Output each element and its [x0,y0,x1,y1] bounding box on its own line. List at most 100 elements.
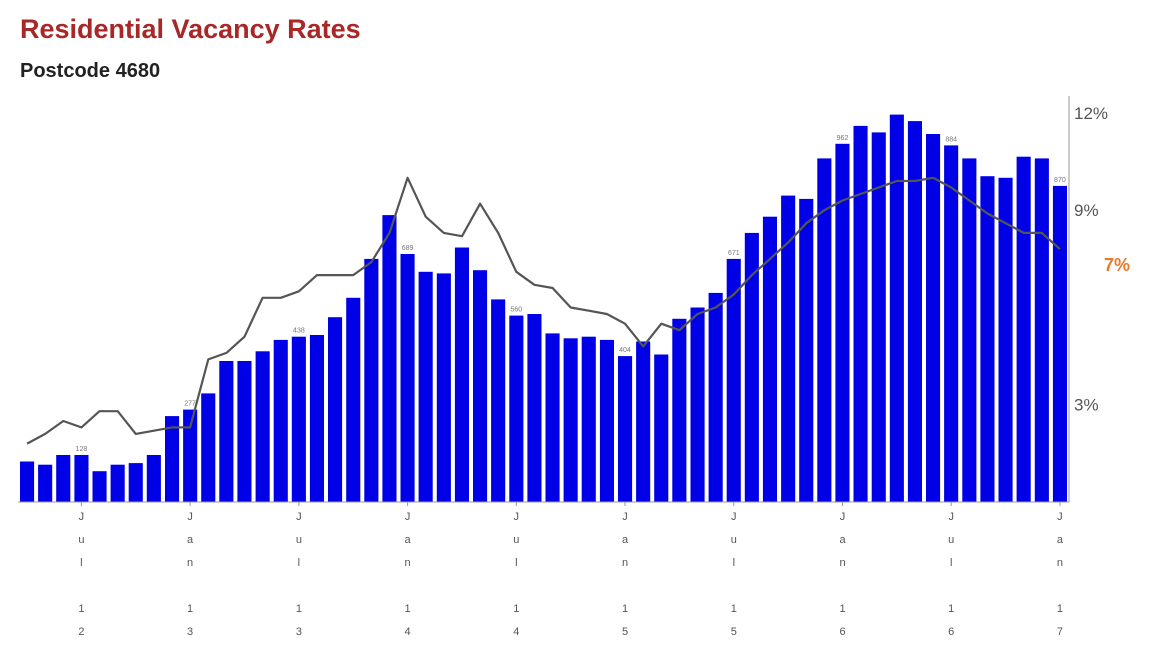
x-tick-char: J [405,511,411,523]
bar [835,143,850,503]
x-tick-char: n [405,557,411,569]
x-tick-label: Jan 1 4 [405,502,412,638]
x-tick-label: Jul 1 3 [296,502,302,638]
bar [817,158,832,502]
data-label: 689 [402,245,414,252]
x-tick-label: Jul 1 4 [513,502,519,638]
bar [799,198,814,502]
x-tick-char: 1 [187,603,193,615]
x-tick-char: 4 [405,626,411,638]
bar [527,314,542,502]
y-tick-label: 3% [1074,396,1099,415]
bar [38,464,53,502]
x-tick-char: J [731,511,737,523]
bar [636,341,651,502]
bar [201,393,216,502]
data-label: 962 [837,135,849,142]
x-tick-char: n [187,557,193,569]
x-tick-char: n [1057,557,1063,569]
x-tick-char: u [731,534,737,546]
bar [599,339,614,502]
bar [762,216,777,502]
y-tick-label: 12% [1074,104,1108,123]
x-tick-char: 1 [1057,603,1063,615]
x-tick-char: J [1057,511,1063,523]
x-tick-char: n [622,557,628,569]
chart-subtitle: Postcode 4680 [20,60,161,82]
x-tick-char: J [622,511,628,523]
bar [473,270,488,502]
x-tick-char: 5 [622,626,628,638]
x-tick-char: 1 [731,603,737,615]
y-tick-label: 9% [1074,201,1099,220]
vacancy-rate-line [26,176,1061,445]
bar [998,177,1013,503]
x-tick-char: 1 [513,603,519,615]
x-tick-char: 3 [296,626,302,638]
x-tick-char: 1 [405,603,411,615]
bar [690,307,705,502]
bar [962,158,977,502]
bar [291,336,306,502]
bar [346,297,361,502]
bar [781,195,796,502]
x-tick-char: 3 [187,626,193,638]
x-tick-char: l [80,557,82,569]
bar [871,132,886,502]
x-tick-char: 4 [513,626,519,638]
bar [889,114,904,502]
x-tick-char: 1 [296,603,302,615]
bar [944,145,959,502]
data-label: 404 [619,347,631,354]
bar [418,271,433,502]
bar [744,232,759,502]
x-tick-char: J [514,511,520,523]
axes [18,96,1070,503]
bar [146,455,161,502]
x-tick-char: J [840,511,846,523]
bar [563,338,578,502]
bar [255,351,270,503]
data-label: 884 [945,136,957,143]
x-tick-char: 1 [78,603,84,615]
x-tick-char: 1 [948,603,954,615]
current-value-label: 7% [1104,255,1130,275]
bar [328,317,343,502]
bar [1052,185,1067,502]
bar [110,464,125,502]
x-tick-char: l [950,557,952,569]
x-tick-char: l [733,557,735,569]
bar [1016,156,1031,502]
bar [74,455,89,502]
bar [436,273,451,502]
data-label: 870 [1054,177,1066,184]
x-tick-label: Jan 1 7 [1057,502,1064,638]
x-tick-label: Jul 1 6 [948,502,954,638]
chart-title: Residential Vacancy Rates [20,14,361,44]
x-tick-label: Jan 1 3 [187,502,194,638]
x-tick-char: a [839,534,846,546]
data-label: 438 [293,328,305,335]
x-tick-char: u [513,534,519,546]
bar [382,215,397,502]
x-tick-char: a [405,534,412,546]
x-tick-char: J [79,511,85,523]
bar [364,258,379,502]
bar [853,125,868,503]
x-tick-char: 2 [78,626,84,638]
bar [20,461,35,502]
bar [56,455,71,502]
x-tick-char: J [948,511,954,523]
x-tick-char: l [298,557,300,569]
bar [545,333,560,502]
data-labels: 128 277 438 689 560 404 671 962 884 870 [76,135,1066,453]
data-label: 128 [76,446,88,453]
bar [273,339,288,502]
data-label: 277 [184,401,196,408]
x-tick-label: Jan 1 5 [622,502,629,638]
bar [726,258,741,502]
bar [708,292,723,502]
data-label: 671 [728,250,740,257]
line-series [26,176,1061,445]
